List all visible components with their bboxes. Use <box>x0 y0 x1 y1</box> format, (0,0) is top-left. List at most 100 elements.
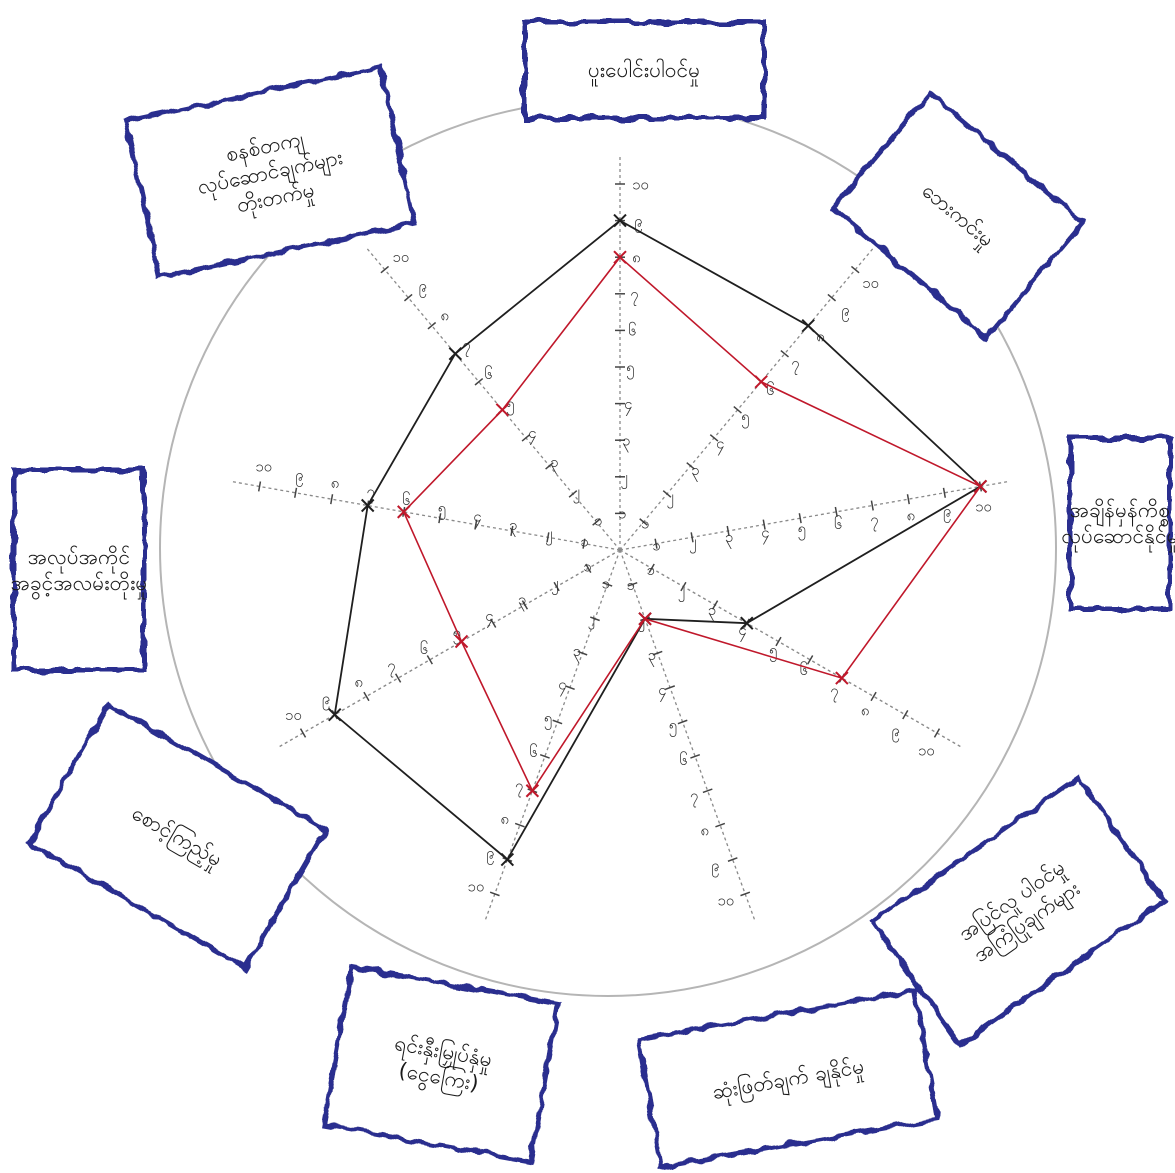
axis-tick <box>677 719 688 725</box>
tick-label: ၂ <box>551 574 558 595</box>
tick-label: ၅ <box>769 641 777 662</box>
wavy-border <box>635 987 941 1171</box>
data-point <box>500 852 515 867</box>
tick-label: ၆ <box>766 381 774 399</box>
axis-tick <box>715 822 726 828</box>
tick-label: ၃ <box>725 528 733 549</box>
axis-tick <box>740 891 751 897</box>
tick-label: ၄ <box>716 434 724 455</box>
tick-label: ၁၀ <box>717 891 734 909</box>
axis-tick <box>438 513 442 524</box>
axis-tick <box>834 506 838 517</box>
tick-label: ၁၀ <box>975 498 992 516</box>
axis-tick <box>394 673 402 683</box>
axis-tick <box>762 519 766 530</box>
tick-label: ၈ <box>861 701 870 719</box>
category-label-box: ပူးပေါင်းပါဝင်မှု <box>521 19 767 121</box>
wavy-border <box>11 467 147 673</box>
axis-tick <box>627 581 638 587</box>
tick-label: ၉ <box>634 212 642 233</box>
tick-label: ၃ <box>573 642 581 663</box>
tick-label: ၇ <box>387 657 395 678</box>
axis-tick <box>827 293 837 302</box>
tick-label: ၁၀ <box>862 274 879 292</box>
tick-label: ၇ <box>690 786 698 807</box>
data-point <box>525 784 540 798</box>
tick-label: ၃ <box>550 453 558 474</box>
tick-label: ၉ <box>486 844 494 865</box>
axis-tick <box>870 500 874 511</box>
axis-tick <box>654 538 658 549</box>
axis-tick <box>380 265 390 274</box>
tick-label: ၁၀ <box>255 457 272 475</box>
axis-tick <box>293 487 298 498</box>
axis-tick <box>426 655 433 665</box>
tick-label: ၅ <box>506 394 514 415</box>
axis-tick <box>690 753 701 759</box>
axis-tick <box>514 822 525 828</box>
tick-label: ၈ <box>440 307 449 325</box>
category-label-box: ရင်းနှီးမြှုပ်နှံမှု(ငွေကြေး) <box>320 964 562 1164</box>
tick-label: ၉ <box>418 277 426 298</box>
tick-label: ၂ <box>689 532 696 553</box>
tick-label: ၆ <box>679 751 687 769</box>
tick-label: ၁ <box>580 533 588 551</box>
tick-label: ၈ <box>500 810 509 828</box>
axis-tick <box>690 532 694 543</box>
tick-label: ၄ <box>473 508 481 529</box>
tick-label: ၄ <box>738 621 746 642</box>
wavy-border <box>1067 435 1173 611</box>
data-point <box>448 347 463 361</box>
data-point <box>973 479 988 494</box>
axis-spoke <box>484 549 621 922</box>
axis-spoke <box>619 549 756 922</box>
axis-tick <box>553 581 560 592</box>
tick-label: ၉ <box>943 502 951 523</box>
wavy-border <box>320 964 562 1164</box>
data-point <box>613 213 627 228</box>
tick-label: ၅ <box>438 499 446 520</box>
data-point <box>801 318 815 333</box>
data-point <box>613 250 627 264</box>
tick-label: ၉ <box>841 301 849 322</box>
tick-label: ၈ <box>354 673 363 691</box>
wavy-border <box>829 89 1087 341</box>
tick-label: ၃ <box>708 601 716 622</box>
axis-tick <box>798 513 802 524</box>
axis-tick <box>474 377 484 386</box>
axis-tick <box>665 685 676 690</box>
axis-tick <box>590 616 600 622</box>
tick-label: ၄ <box>558 676 566 697</box>
tick-label: ၂ <box>620 468 627 489</box>
tick-label: ၁ <box>594 512 602 530</box>
axis-tick <box>403 293 413 302</box>
tick-label: ၅ <box>669 716 677 737</box>
category-labels: ပူးပေါင်းပါဝင်မှု စနစ်တကျလုပ်ဆောင်ချက်မျာ… <box>11 19 1175 1171</box>
tick-label: ၁ <box>626 576 634 594</box>
wavy-border <box>870 774 1168 1048</box>
tick-label: ၂ <box>545 524 552 545</box>
axis-tick <box>727 857 738 862</box>
tick-label: ၂ <box>572 482 579 503</box>
series-layer <box>328 213 988 867</box>
series-line <box>402 256 982 793</box>
tick-label: ၁ <box>618 504 626 522</box>
category-label-box: အလုပ်အကိုင်အခွင့်အလမ်းတိုးမှု <box>11 467 147 673</box>
tick-label: ၆ <box>800 661 808 679</box>
axis-tick <box>652 650 663 656</box>
axis-tick <box>582 538 586 549</box>
axis-tick <box>521 434 531 442</box>
axis-tick <box>702 788 713 794</box>
axis-spoke <box>619 246 875 551</box>
tick-label: ၁ <box>601 575 609 593</box>
data-point <box>754 375 768 389</box>
axis-tick <box>299 728 307 738</box>
tick-label: ၁ <box>652 537 660 555</box>
tick-label: ၇ <box>870 511 878 532</box>
axis-tick <box>552 719 563 725</box>
wavy-border <box>123 63 417 281</box>
tick-label: ၈ <box>906 506 915 524</box>
axis-tick <box>906 494 910 505</box>
tick-label: ၄ <box>761 524 769 545</box>
